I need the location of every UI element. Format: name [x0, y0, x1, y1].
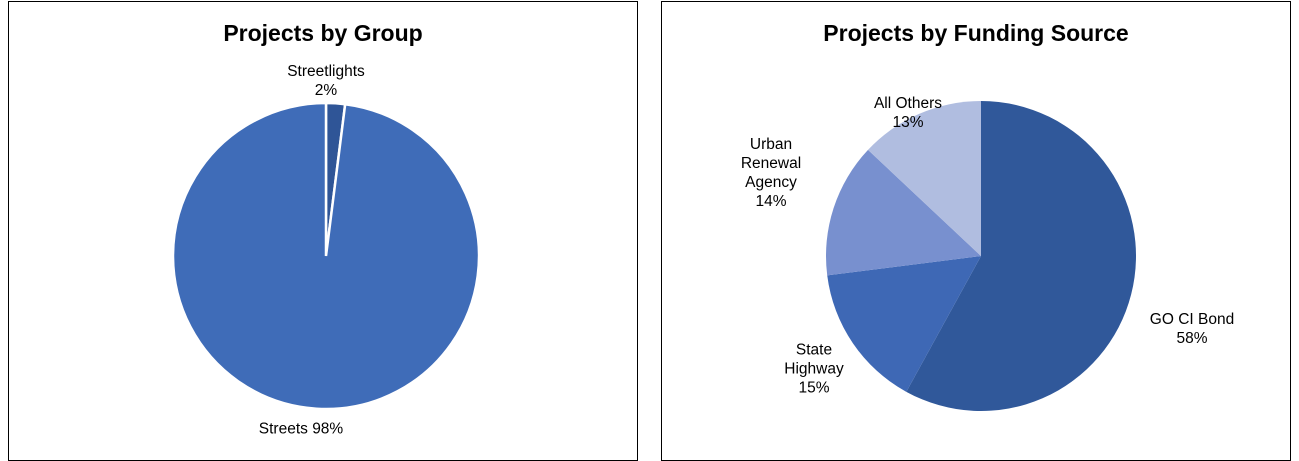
- slice-value: 13%: [892, 114, 924, 131]
- chart-title: Projects by Funding Source: [823, 20, 1129, 46]
- slice-category: State Highway: [784, 341, 844, 378]
- slice-value: 2%: [314, 82, 338, 99]
- slice-value: 98%: [312, 420, 344, 438]
- pie-chart: [826, 101, 1136, 411]
- chart-panel: GO CI Bond 58% State Highway 15% Urban Renew…: [661, 1, 1291, 461]
- pie-slice: [827, 256, 981, 392]
- slice-label: Streetlights 2%: [266, 62, 386, 100]
- pie-slice: [171, 101, 481, 411]
- slice-category: All Others: [873, 95, 943, 112]
- slice-category: GO CI Bond: [1149, 311, 1235, 328]
- slice-value: 58%: [1176, 330, 1208, 347]
- pie-chart: [171, 101, 481, 411]
- slice-label: All Others 13%: [848, 94, 968, 132]
- pie-slice: [906, 101, 1136, 411]
- slice-label: Urban Renewal Agency 14%: [736, 135, 806, 211]
- slice-label: Streets 98%: [221, 420, 381, 439]
- pie-slice: [826, 149, 981, 276]
- slice-category: Streets: [258, 420, 308, 438]
- chart-panel: Streetlights 2% Streets 98% Projects by Gro…: [8, 1, 638, 461]
- slice-label: GO CI Bond 58%: [1132, 310, 1252, 348]
- slice-value: 14%: [755, 193, 787, 210]
- chart-title: Projects by Group: [223, 20, 423, 46]
- slice-value: 15%: [798, 379, 830, 397]
- slice-category: Urban Renewal Agency: [740, 136, 802, 191]
- slice-label: State Highway 15%: [779, 341, 849, 398]
- pie-slice: [868, 101, 981, 256]
- slice-category: Streetlights: [287, 63, 365, 80]
